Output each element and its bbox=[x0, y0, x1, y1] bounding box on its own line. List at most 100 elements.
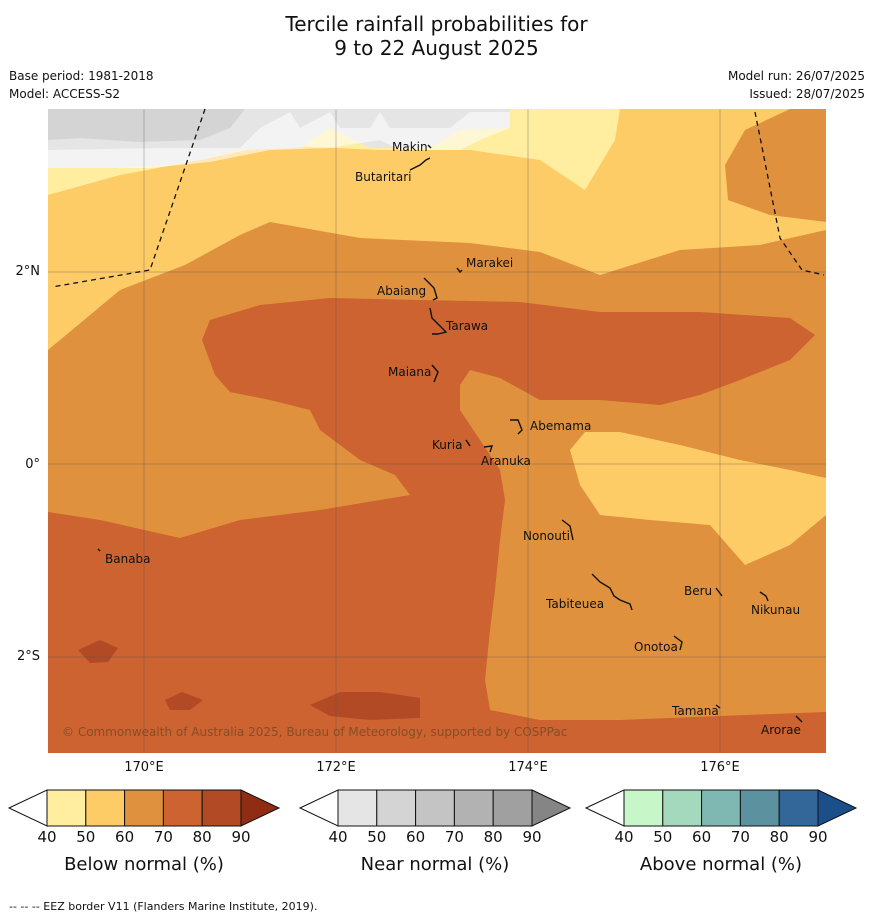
colorbar-0-tick-4: 80 bbox=[192, 828, 212, 846]
kuria-shape bbox=[465, 439, 471, 447]
colorbar-1-segment-2 bbox=[415, 789, 455, 827]
colorbar-0-tick-5: 90 bbox=[231, 828, 251, 846]
lon-label-176e: 176°E bbox=[700, 760, 740, 775]
tarawa-shape bbox=[429, 307, 448, 335]
colorbar-0-segment-3 bbox=[162, 789, 203, 827]
base-period: Base period: 1981-2018 bbox=[9, 69, 154, 83]
abaiang-shape bbox=[423, 277, 438, 301]
eez-borders bbox=[51, 108, 825, 288]
title-line-2: 9 to 22 August 2025 bbox=[334, 36, 539, 60]
colorbar-0-tick-2: 60 bbox=[115, 828, 135, 846]
model-run: Model run: 26/07/2025 bbox=[727, 69, 865, 83]
colorbars bbox=[7, 789, 858, 827]
nonouti-shape bbox=[561, 519, 574, 541]
fill-below-50-60-north bbox=[48, 109, 826, 350]
island-label-onotoa: Onotoa bbox=[634, 640, 678, 654]
banaba-shape bbox=[97, 548, 101, 552]
colorbar-2-segment-0 bbox=[623, 789, 664, 827]
fill-below-80-90-patch-3 bbox=[310, 692, 420, 720]
title-line-1: Tercile rainfall probabilities for bbox=[285, 12, 588, 36]
fill-below-60-70-northeast bbox=[725, 109, 826, 222]
island-label-kuria: Kuria bbox=[432, 438, 463, 452]
eez-note: -- -- -- EEZ border V11 (Flanders Marine… bbox=[9, 900, 318, 913]
colorbar-2-segment-3 bbox=[739, 789, 780, 827]
colorbar-0-title: Below normal (%) bbox=[64, 854, 224, 875]
island-label-tamana: Tamana bbox=[671, 704, 719, 718]
colorbar-1-segment-0 bbox=[337, 789, 378, 827]
colorbar-0-tick-3: 70 bbox=[153, 828, 173, 846]
abemama-shape bbox=[510, 419, 523, 435]
colorbar-2-title: Above normal (%) bbox=[639, 854, 803, 875]
colorbar-1-tick-0: 40 bbox=[328, 828, 348, 846]
colorbar-1-tick-3: 70 bbox=[444, 828, 464, 846]
colorbar-2-low-arrow bbox=[584, 789, 625, 827]
colorbar-0-segment-1 bbox=[85, 789, 126, 827]
gridlines bbox=[48, 109, 826, 753]
island-label-nonouti: Nonouti bbox=[523, 529, 570, 543]
lon-label-174e: 174°E bbox=[508, 760, 548, 775]
island-label-arorae: Arorae bbox=[761, 723, 801, 737]
colorbar-0-segment-0 bbox=[46, 789, 87, 827]
arorae-shape bbox=[795, 715, 803, 723]
island-label-aranuka: Aranuka bbox=[481, 454, 531, 468]
colorbar-0-tick-1: 50 bbox=[76, 828, 96, 846]
island-label-abaiang: Abaiang bbox=[377, 284, 426, 298]
island-label-marakei: Marakei bbox=[466, 256, 513, 270]
lon-label-172e: 172°E bbox=[316, 760, 356, 775]
colorbar-1-tick-1: 50 bbox=[367, 828, 387, 846]
island-label-tarawa: Tarawa bbox=[445, 319, 488, 333]
colorbar-2-tick-5: 90 bbox=[808, 828, 828, 846]
tamana-shape bbox=[715, 704, 721, 709]
colorbar-2-tick-3: 70 bbox=[730, 828, 750, 846]
colorbar-1-segment-1 bbox=[376, 789, 417, 827]
colorbar-1-title: Near normal (%) bbox=[360, 854, 510, 875]
colorbar-1-segment-4 bbox=[492, 789, 533, 827]
eez-border-west bbox=[51, 108, 206, 288]
butaritari-shape bbox=[409, 157, 431, 171]
fill-below-80-90-patch-2 bbox=[165, 692, 203, 710]
colorbar-1-low-arrow bbox=[298, 789, 339, 827]
issued-date: Issued: 28/07/2025 bbox=[749, 87, 865, 101]
colorbar-2-tick-0: 40 bbox=[614, 828, 634, 846]
colorbar-2-tick-4: 80 bbox=[769, 828, 789, 846]
map-title: Tercile rainfall probabilities for 9 to … bbox=[0, 12, 873, 60]
colorbar-1-high-arrow bbox=[531, 789, 572, 827]
fill-below-50-60-east bbox=[570, 432, 826, 565]
island-label-makin: Makin bbox=[392, 140, 428, 154]
colorbar-1-tick-5: 90 bbox=[522, 828, 542, 846]
meta-right: Model run: 26/07/2025 Issued: 28/07/2025 bbox=[728, 67, 865, 103]
island-label-tabiteuea: Tabiteuea bbox=[545, 597, 604, 611]
colorbar-1-segment-3 bbox=[453, 789, 494, 827]
eez-border-east bbox=[754, 111, 825, 276]
marakei-shape bbox=[456, 267, 463, 274]
beru-shape bbox=[715, 587, 723, 597]
aranuka-shape bbox=[483, 445, 494, 453]
island-label-banaba: Banaba bbox=[105, 552, 151, 566]
lat-label-2s: 2°S bbox=[16, 649, 40, 664]
fill-white-gap bbox=[48, 112, 510, 168]
colorbar-2-segment-1 bbox=[662, 789, 703, 827]
island-label-butaritari: Butaritari bbox=[355, 170, 412, 184]
colorbar-0-high-arrow bbox=[240, 789, 281, 827]
copyright-note: © Commonwealth of Australia 2025, Bureau… bbox=[62, 725, 567, 739]
nikunau-shape bbox=[759, 591, 769, 602]
meta-left: Base period: 1981-2018 Model: ACCESS-S2 bbox=[9, 67, 154, 103]
onotoa-shape bbox=[673, 635, 683, 651]
island-label-nikunau: Nikunau bbox=[751, 603, 800, 617]
lon-label-170e: 170°E bbox=[124, 760, 164, 775]
colorbar-2-tick-1: 50 bbox=[653, 828, 673, 846]
tabiteuea-shape bbox=[591, 573, 633, 611]
colorbar-1-tick-4: 80 bbox=[483, 828, 503, 846]
fill-near-60-70-topleft bbox=[48, 109, 245, 142]
island-shapes bbox=[97, 144, 803, 723]
lat-label-2n: 2°N bbox=[15, 264, 41, 279]
island-label-abemama: Abemama bbox=[530, 419, 591, 433]
map-fill-layers bbox=[48, 109, 826, 753]
colorbar-2-high-arrow bbox=[817, 789, 858, 827]
colorbar-0-tick-0: 40 bbox=[37, 828, 57, 846]
model-name: Model: ACCESS-S2 bbox=[9, 87, 121, 101]
lat-label-0: 0° bbox=[25, 457, 40, 472]
fill-below-70-80-central bbox=[48, 298, 826, 753]
colorbar-0-segment-4 bbox=[201, 789, 242, 827]
